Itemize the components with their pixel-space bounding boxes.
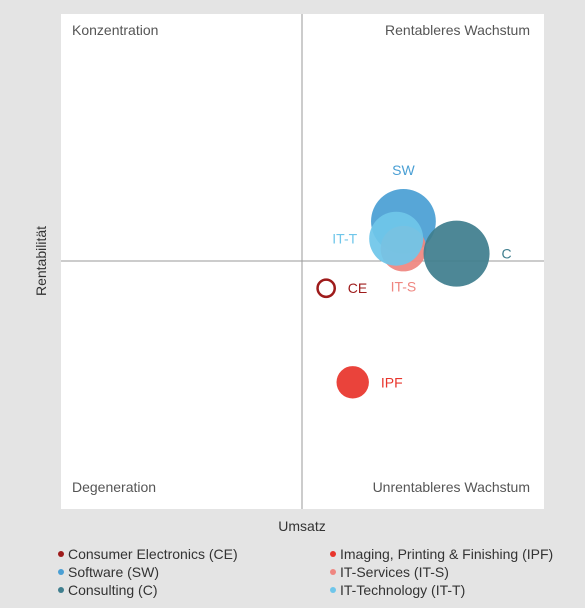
legend-item-ipf: Imaging, Printing & Finishing (IPF) bbox=[330, 545, 553, 563]
legend-item-ce: Consumer Electronics (CE) bbox=[58, 545, 238, 563]
legend-marker-ipf bbox=[330, 551, 336, 558]
legend-item-sw: Software (SW) bbox=[58, 563, 159, 581]
bubble-ipf bbox=[336, 366, 369, 399]
legend-item-itt: IT-Technology (IT-T) bbox=[330, 581, 465, 599]
quadrant-label-bottom-left: Degeneration bbox=[72, 479, 156, 495]
quadrant-label-top-left: Konzentration bbox=[72, 22, 158, 38]
legend-marker-itt bbox=[330, 587, 336, 594]
legend-marker-c bbox=[58, 587, 64, 594]
bubble-itt bbox=[369, 211, 424, 266]
legend-label-sw: Software (SW) bbox=[68, 564, 160, 580]
bubble-label-itt: IT-T bbox=[332, 231, 357, 247]
bubble-group: CE IPF SW IT-S C IT-T bbox=[316, 162, 512, 399]
legend-marker-its bbox=[330, 569, 336, 576]
y-axis-label: Rentabilität bbox=[33, 226, 49, 296]
quadrant-label-bottom-right: Unrentableres Wachstum bbox=[373, 479, 530, 495]
legend-label-ce: Consumer Electronics (CE) bbox=[68, 546, 238, 562]
legend-item-its: IT-Services (IT-S) bbox=[330, 563, 449, 581]
legend-marker-ce bbox=[58, 551, 64, 558]
legend-label-c: Consulting (C) bbox=[68, 582, 158, 598]
bubble-ce bbox=[316, 278, 336, 299]
legend-label-itt: IT-Technology (IT-T) bbox=[340, 582, 466, 598]
legend-label-ipf: Imaging, Printing & Finishing (IPF) bbox=[340, 546, 554, 562]
legend-item-c: Consulting (C) bbox=[58, 581, 157, 599]
legend-label-its: IT-Services (IT-S) bbox=[340, 564, 449, 580]
legend-marker-sw bbox=[58, 569, 64, 576]
bubble-label-ipf: IPF bbox=[381, 374, 403, 390]
bubble-label-sw: SW bbox=[392, 162, 415, 178]
bubble-label-c: C bbox=[502, 246, 512, 262]
bubble-label-its: IT-S bbox=[391, 278, 417, 294]
x-axis-label: Umsatz bbox=[278, 518, 325, 534]
bubble-label-ce: CE bbox=[348, 280, 367, 296]
quadrant-label-top-right: Rentableres Wachstum bbox=[385, 22, 530, 38]
bubble-c bbox=[423, 220, 490, 287]
